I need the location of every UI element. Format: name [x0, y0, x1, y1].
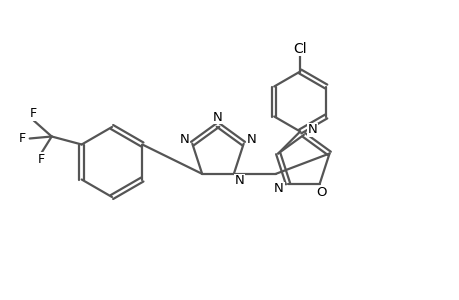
Text: F: F — [19, 132, 26, 145]
Text: N: N — [308, 123, 317, 136]
Text: O: O — [316, 186, 326, 199]
Text: F: F — [30, 107, 37, 120]
Text: N: N — [274, 182, 283, 195]
Text: Cl: Cl — [293, 41, 306, 56]
Text: N: N — [235, 174, 244, 187]
Text: F: F — [38, 153, 45, 166]
Text: N: N — [179, 133, 189, 146]
Text: N: N — [213, 110, 223, 124]
Text: N: N — [246, 133, 256, 146]
